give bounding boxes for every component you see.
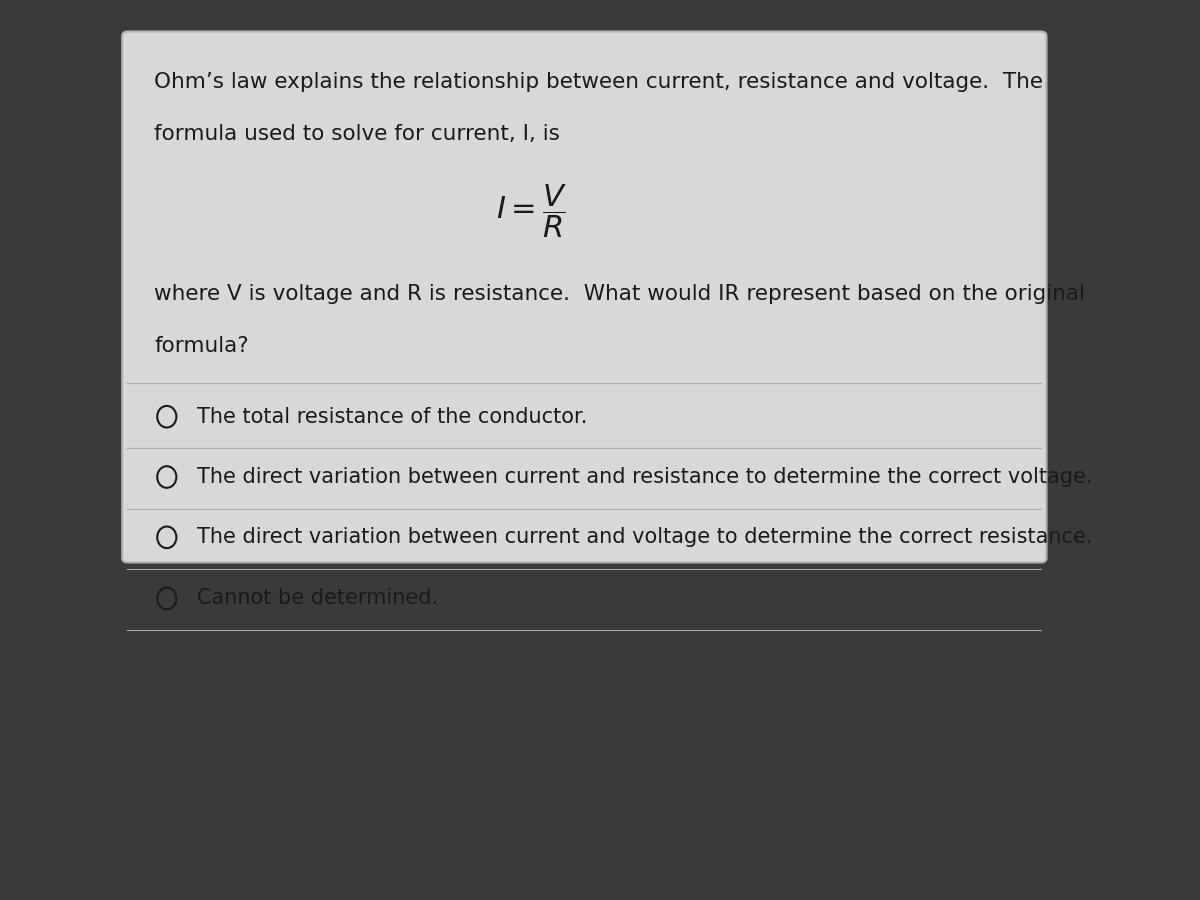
Text: formula used to solve for current, I, is: formula used to solve for current, I, is xyxy=(154,124,560,144)
Text: where V is voltage and R is resistance.  What would IR represent based on the or: where V is voltage and R is resistance. … xyxy=(154,284,1085,303)
Text: formula?: formula? xyxy=(154,336,248,356)
FancyBboxPatch shape xyxy=(122,32,1046,562)
Text: Cannot be determined.: Cannot be determined. xyxy=(197,589,438,608)
Text: The direct variation between current and voltage to determine the correct resist: The direct variation between current and… xyxy=(197,527,1092,547)
Text: The total resistance of the conductor.: The total resistance of the conductor. xyxy=(197,407,587,427)
Text: The direct variation between current and resistance to determine the correct vol: The direct variation between current and… xyxy=(197,467,1092,487)
Text: $I = \dfrac{V}{R}$: $I = \dfrac{V}{R}$ xyxy=(496,183,566,240)
Text: Ohm’s law explains the relationship between current, resistance and voltage.  Th: Ohm’s law explains the relationship betw… xyxy=(154,72,1043,92)
